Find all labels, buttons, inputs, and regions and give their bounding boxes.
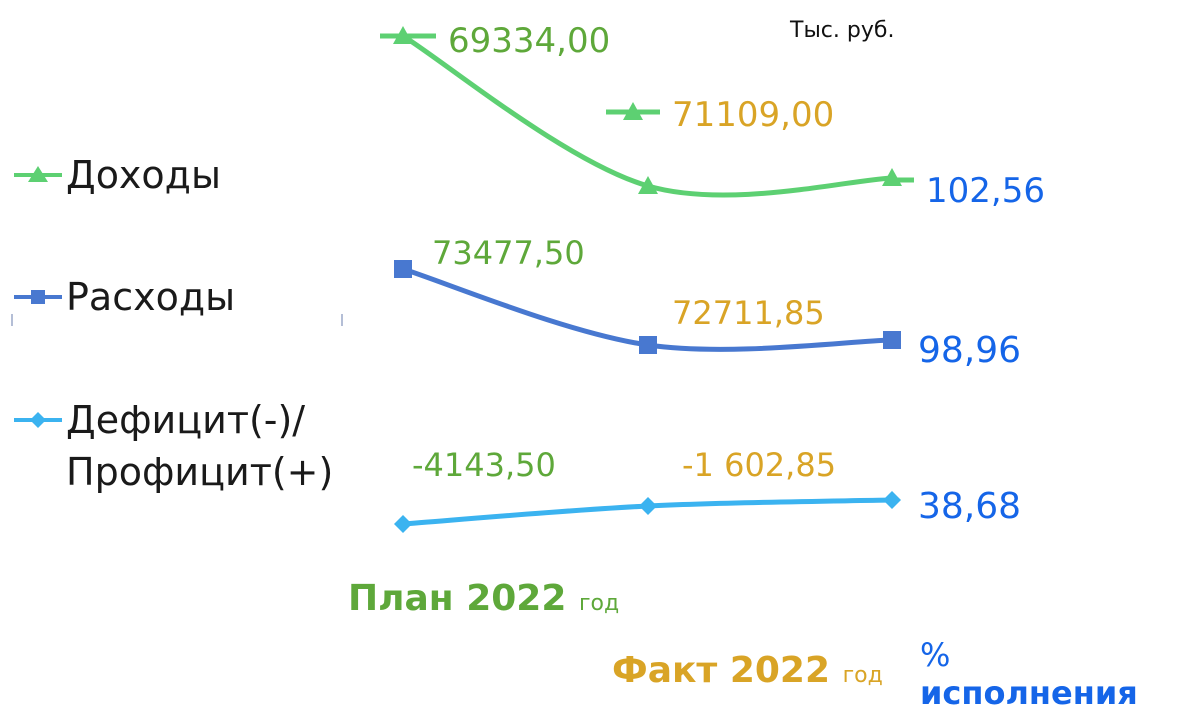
series-2-point-1 <box>639 497 657 515</box>
legend-diamond-marker-icon <box>14 411 62 428</box>
series-0-point-0 <box>393 26 413 44</box>
legend-item-rashody: Расходы <box>14 272 235 319</box>
category-pct-bold: исполнения <box>920 674 1138 712</box>
data-label-0-1: 71109,00 <box>672 95 834 135</box>
data-label-1-2: 98,96 <box>918 330 1021 371</box>
series-1-point-0 <box>394 260 412 278</box>
legend-item-dohody: Доходы <box>14 150 221 197</box>
data-label-1-1: 72711,85 <box>672 294 825 332</box>
category-fact-suffix: год <box>842 663 883 688</box>
legend-label-rashody: Расходы <box>66 274 236 319</box>
data-label-2-1: -1 602,85 <box>682 446 836 484</box>
category-fact: Факт 2022 год <box>612 650 883 691</box>
series-0-marker-legend-copy <box>623 102 643 120</box>
series-2-point-2 <box>883 491 901 509</box>
legend-label-deficit-line2: Профицит(+) <box>66 450 334 494</box>
category-fact-bold: Факт 2022 <box>612 650 831 691</box>
series-2-point-0 <box>394 515 412 533</box>
series-1-point-1 <box>639 336 657 354</box>
data-label-0-2: 102,56 <box>926 171 1045 211</box>
legend-label-deficit-line1: Дефицит(-)/ <box>66 397 306 442</box>
series-1-point-2 <box>883 331 901 349</box>
category-pct: % исполнения <box>920 636 1178 712</box>
category-pct-sign: % <box>920 636 951 674</box>
data-label-0-0: 69334,00 <box>448 21 610 61</box>
series-0-point-1 <box>638 176 658 194</box>
category-plan: План 2022 год <box>348 578 619 619</box>
data-label-2-2: 38,68 <box>918 486 1021 527</box>
data-label-2-0: -4143,50 <box>412 446 556 484</box>
unit-label: Тыс. руб. <box>790 18 895 43</box>
legend-label-dohody: Доходы <box>66 152 221 197</box>
legend-square-marker-icon <box>14 289 62 304</box>
chart-plot: 69334,00 71109,00 102,56 73477,50 72711,85 98… <box>11 21 1045 533</box>
category-plan-suffix: год <box>578 591 620 616</box>
data-label-1-0: 73477,50 <box>432 234 585 272</box>
series-0-point-2 <box>882 168 902 186</box>
legend-triangle-marker-icon <box>14 165 62 182</box>
category-plan-bold: План 2022 <box>348 578 567 619</box>
legend-item-deficit: Дефицит(-)/ Профицит(+) <box>14 392 333 497</box>
